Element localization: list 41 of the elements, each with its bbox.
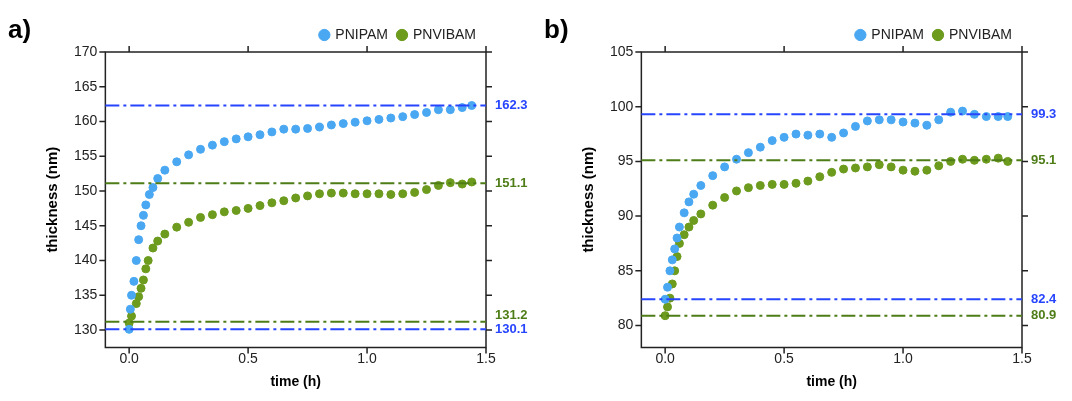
x-tick-label: 1.5 [1012, 349, 1032, 366]
y-tick-label: 90 [617, 206, 634, 223]
x-tick-label: 1.0 [893, 349, 913, 366]
ref-line-label: 80.9 [1031, 307, 1057, 323]
y-tick-label: 105 [610, 42, 634, 59]
y-axis-title: thickness (nm) [43, 146, 61, 253]
y-tick-label: 95 [617, 152, 634, 169]
ref-line-label: 131.2 [495, 306, 528, 322]
x-tick-label: 0.0 [655, 349, 676, 366]
y-tick-label: 150 [74, 181, 98, 198]
y-tick-label: 85 [617, 261, 634, 278]
ref-line-label: 162.3 [495, 97, 528, 113]
y-tick-label: 160 [74, 112, 98, 129]
y-tick-label: 135 [74, 286, 98, 303]
y-tick-label: 100 [610, 97, 634, 114]
x-axis-title: time (h) [270, 373, 321, 390]
ref-line-label: 99.3 [1031, 105, 1057, 121]
y-tick-label: 165 [74, 77, 98, 94]
x-tick-label: 0.5 [238, 349, 259, 366]
y-tick-label: 80 [617, 316, 634, 333]
x-axis-title: time (h) [806, 373, 857, 390]
legend-label: PNVIBAM [412, 25, 476, 42]
legend-label: PNIPAM [335, 25, 388, 42]
y-tick-label: 145 [74, 216, 98, 233]
x-tick-label: 1.0 [357, 349, 377, 366]
y-tick-label: 155 [74, 147, 98, 164]
x-tick-label: 0.0 [119, 349, 140, 366]
legend-label: PNIPAM [871, 25, 924, 42]
y-axis-title: thickness (nm) [579, 146, 597, 253]
ref-line-label: 82.4 [1031, 290, 1058, 306]
y-tick-label: 130 [74, 320, 98, 337]
text: b) [544, 14, 569, 45]
legend-label: PNVIBAM [948, 25, 1012, 42]
y-tick-label: 170 [74, 42, 98, 59]
x-tick-label: 1.5 [476, 349, 496, 366]
y-tick-label: 140 [74, 251, 98, 268]
text: a) [8, 14, 32, 45]
ref-line-label: 151.1 [495, 174, 528, 190]
ref-line-label: 95.1 [1031, 151, 1057, 167]
x-tick-label: 0.5 [774, 349, 795, 366]
ref-line-label: 130.1 [495, 320, 528, 336]
